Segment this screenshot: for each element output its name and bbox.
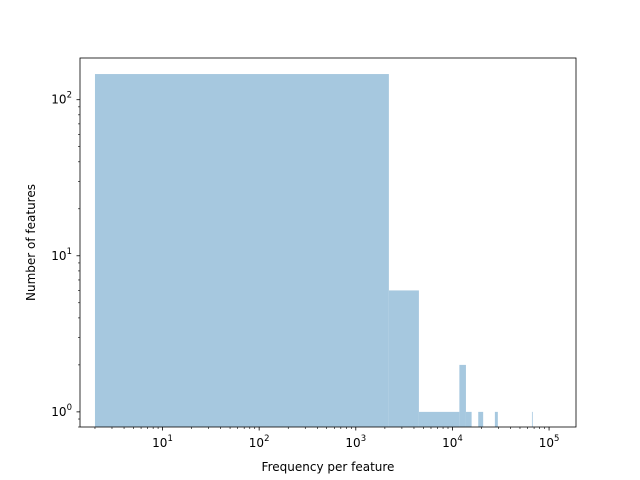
- y-tick-label: 100: [51, 403, 72, 419]
- histogram-bar: [494, 411, 498, 427]
- y-tick-label: 101: [51, 247, 72, 263]
- y-tick-label: 102: [51, 91, 72, 107]
- x-tick-label: 101: [152, 434, 173, 450]
- x-tick-label: 105: [539, 434, 560, 450]
- histogram-bar: [94, 74, 389, 428]
- x-tick-label: 102: [249, 434, 270, 450]
- histogram-bar: [465, 411, 472, 427]
- histogram-bar: [388, 290, 419, 427]
- histogram-bar: [418, 411, 460, 427]
- x-axis-label: Frequency per feature: [262, 460, 395, 474]
- x-axis-ticks: 101 102 103 104 105: [94, 427, 560, 450]
- x-tick-label: 104: [442, 434, 463, 450]
- y-axis-label: Number of features: [24, 184, 38, 301]
- histogram-bar: [459, 364, 466, 427]
- histogram-bar: [531, 411, 533, 427]
- x-tick-label: 103: [345, 434, 366, 450]
- histogram-bar: [478, 411, 484, 427]
- y-axis-ticks: 100 101 102: [51, 91, 80, 428]
- plot-frame: [79, 57, 577, 428]
- bars-group: [94, 74, 533, 428]
